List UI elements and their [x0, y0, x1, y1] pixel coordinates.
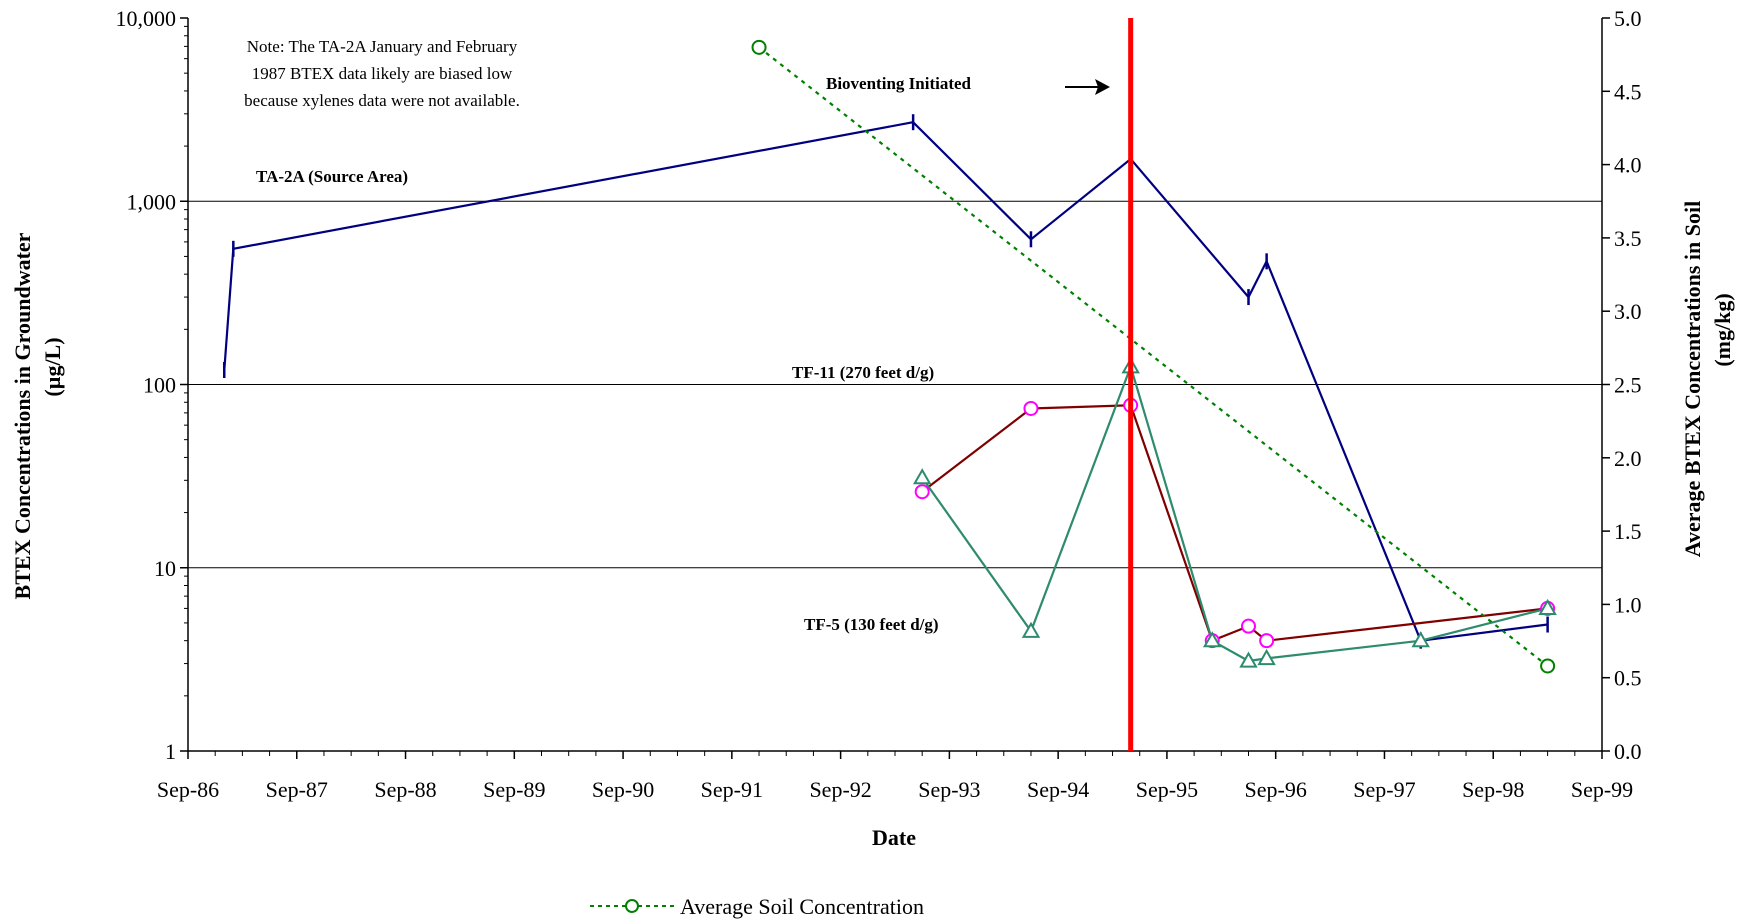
point-soil-1	[1540, 658, 1556, 674]
y-left-tick-label-3: 1,000	[127, 189, 177, 214]
y-right-tick-label-5: 2.5	[1614, 373, 1642, 398]
x-tick-label-8: Sep-94	[1027, 777, 1089, 802]
point-tf5-3	[1202, 631, 1222, 648]
y-right-tick-label-3: 1.5	[1614, 519, 1642, 544]
point-soil-0	[751, 39, 767, 55]
y-right-tick-label-9: 4.5	[1614, 79, 1642, 104]
y-left-tick-label-1: 10	[154, 556, 176, 581]
gridlines	[188, 200, 1602, 569]
x-tick-label-1: Sep-87	[266, 777, 328, 802]
series-line-soil	[758, 46, 1549, 667]
point-tf11-0	[914, 484, 930, 500]
x-tick-label-10: Sep-96	[1245, 777, 1307, 802]
series-label-tf11: TF-11 (270 feet d/g)	[792, 363, 934, 382]
x-tick-label-4: Sep-90	[592, 777, 654, 802]
x-axis-title: Date	[872, 825, 916, 850]
bioventing-label: Bioventing Initiated	[826, 74, 972, 93]
legend-marker-soil	[625, 899, 639, 913]
x-tick-label-13: Sep-99	[1571, 777, 1633, 802]
y-axis-right-title-line2: (mg/kg)	[1710, 293, 1735, 366]
markers-layer	[223, 39, 1557, 674]
x-tick-label-0: Sep-86	[157, 777, 219, 802]
point-tf5-7	[1538, 598, 1557, 615]
point-tf11-4	[1241, 618, 1256, 634]
point-tf11-1	[1023, 400, 1039, 416]
y-right-tick-label-1: 0.5	[1614, 666, 1642, 691]
point-tf5-0	[912, 468, 932, 485]
point-tf5-4	[1239, 651, 1258, 668]
y-right-tick-label-7: 3.5	[1614, 226, 1642, 251]
y-left-tick-label-2: 100	[143, 373, 176, 398]
y-right-tick-label-0: 0.0	[1614, 739, 1642, 764]
y-right-tick-label-6: 3.0	[1614, 299, 1642, 324]
series-label-tf5: TF-5 (130 feet d/g)	[804, 615, 939, 634]
y-left-tick-label-0: 1	[165, 739, 176, 764]
legend-label-soil: Average Soil Concentration	[680, 894, 924, 919]
x-tick-label-7: Sep-93	[918, 777, 980, 802]
y-right-tick-label-10: 5.0	[1614, 6, 1642, 31]
note-line-3: because xylenes data were not available.	[244, 91, 520, 110]
x-tick-label-2: Sep-88	[374, 777, 436, 802]
x-tick-label-6: Sep-92	[809, 777, 871, 802]
x-tick-label-12: Sep-98	[1462, 777, 1524, 802]
note-line-1: Note: The TA-2A January and February	[247, 37, 518, 56]
x-tick-label-5: Sep-91	[701, 777, 763, 802]
series-label-ta2a: TA-2A (Source Area)	[256, 167, 408, 186]
axes: 1 10 100 1,000 10,000 0.0 0.5 1.0 1.5 2.0 2.5 3.0 3.…	[116, 6, 1642, 802]
series-line-tf5	[921, 363, 1548, 663]
x-tick-label-11: Sep-97	[1353, 777, 1415, 802]
y-right-tick-label-8: 4.0	[1614, 153, 1642, 178]
y-right-tick-label-2: 1.0	[1614, 592, 1642, 617]
legend: Average Soil Concentration	[590, 894, 924, 919]
x-tick-label-3: Sep-89	[483, 777, 545, 802]
y-axis-left-title-line2: (µg/L)	[40, 337, 65, 396]
y-axis-left-title-line1: BTEX Concentrations in Groundwater	[10, 232, 35, 599]
series-layer	[223, 46, 1549, 667]
bioventing-arrow-head	[1095, 79, 1110, 95]
point-tf5-1	[1021, 621, 1041, 638]
y-right-tick-label-4: 2.0	[1614, 446, 1642, 471]
y-axis-right-title-line1: Average BTEX Concentrations in Soil	[1680, 201, 1705, 557]
note-line-2: 1987 BTEX data likely are biased low	[252, 64, 513, 83]
x-tick-label-9: Sep-95	[1136, 777, 1198, 802]
point-tf11-5	[1259, 633, 1275, 649]
text-layer: Date BTEX Concentrations in Groundwater …	[10, 37, 1735, 919]
point-tf5-6	[1411, 631, 1430, 648]
y-left-tick-label-4: 10,000	[116, 6, 177, 31]
series-line-tf11	[921, 404, 1548, 643]
point-tf5-5	[1257, 648, 1276, 666]
